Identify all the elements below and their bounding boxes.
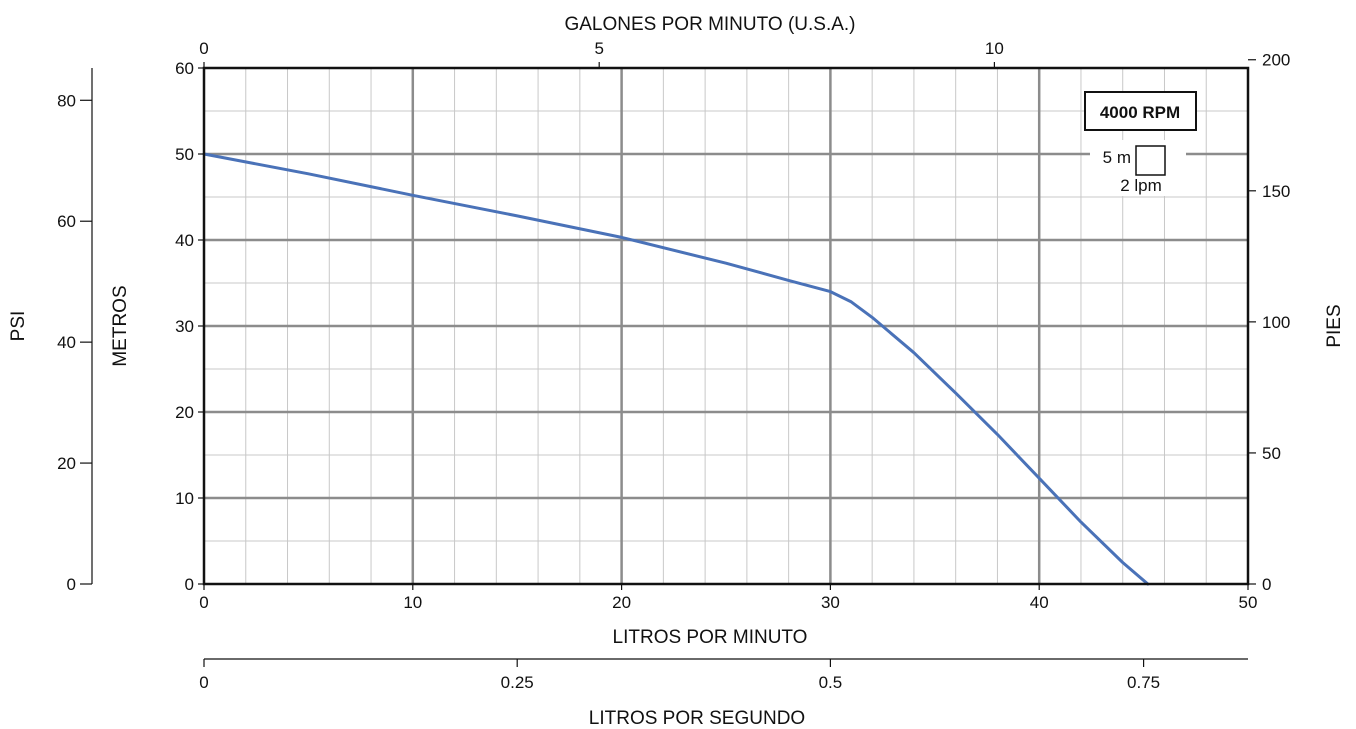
psi-tick-label: 40 xyxy=(57,333,76,352)
right-tick-label: 200 xyxy=(1262,51,1290,70)
grid-legend-horizontal: 2 lpm xyxy=(1120,176,1162,195)
top-axis-title: GALONES POR MINUTO (U.S.A.) xyxy=(564,14,855,35)
y-tick-label: 30 xyxy=(175,317,194,336)
lps-tick-label: 0.75 xyxy=(1127,673,1160,692)
grid-legend-square xyxy=(1135,145,1166,176)
lps-axis-title: LITROS POR SEGUNDO xyxy=(589,708,805,729)
top-tick-label: 0 xyxy=(199,39,208,58)
right-tick-label: 100 xyxy=(1262,313,1290,332)
x-tick-label: 10 xyxy=(403,593,422,612)
y-tick-label: 60 xyxy=(175,59,194,78)
left-axis: 0 10 20 30 40 50 60 xyxy=(175,59,204,594)
rpm-label: 4000 RPM xyxy=(1100,103,1180,122)
lps-tick-label: 0.5 xyxy=(819,673,843,692)
psi-axis: 0 20 40 60 80 xyxy=(57,68,93,594)
series-line xyxy=(202,152,1150,586)
y-tick-label: 40 xyxy=(175,231,194,250)
right-axis: 0 50 100 150 200 xyxy=(1248,51,1290,594)
right-tick-label: 50 xyxy=(1262,444,1281,463)
x-axis-title: LITROS POR MINUTO xyxy=(613,627,808,648)
y-tick-label: 50 xyxy=(175,145,194,164)
psi-tick-label: 60 xyxy=(57,212,76,231)
top-axis: 0 5 10 xyxy=(199,39,1004,68)
psi-axis-title: PSI xyxy=(8,311,29,342)
psi-tick-label: 0 xyxy=(67,575,76,594)
x-tick-label: 40 xyxy=(1030,593,1049,612)
y-tick-label: 10 xyxy=(175,489,194,508)
x-tick-label: 0 xyxy=(199,593,208,612)
right-tick-label: 0 xyxy=(1262,575,1271,594)
right-tick-label: 150 xyxy=(1262,182,1290,201)
top-tick-label: 5 xyxy=(594,39,603,58)
top-tick-label: 10 xyxy=(985,39,1004,58)
lps-axis: 0 0.25 0.5 0.75 xyxy=(199,658,1248,692)
lps-tick-label: 0 xyxy=(199,673,208,692)
y-axis-title: METROS xyxy=(110,285,131,366)
y-tick-label: 20 xyxy=(175,403,194,422)
psi-tick-label: 80 xyxy=(57,91,76,110)
rpm-label-box xyxy=(1084,91,1197,131)
x-tick-label: 20 xyxy=(612,593,631,612)
psi-tick-label: 20 xyxy=(57,454,76,473)
y-tick-label: 0 xyxy=(185,575,194,594)
grid-legend-vertical: 5 m xyxy=(1103,148,1131,167)
lps-tick-label: 0.25 xyxy=(501,673,534,692)
right-axis-title: PIES xyxy=(1324,304,1345,347)
x-tick-label: 50 xyxy=(1239,593,1258,612)
bottom-axis: 0 10 20 30 40 50 xyxy=(199,584,1257,612)
x-tick-label: 30 xyxy=(821,593,840,612)
major-grid xyxy=(204,68,1248,584)
